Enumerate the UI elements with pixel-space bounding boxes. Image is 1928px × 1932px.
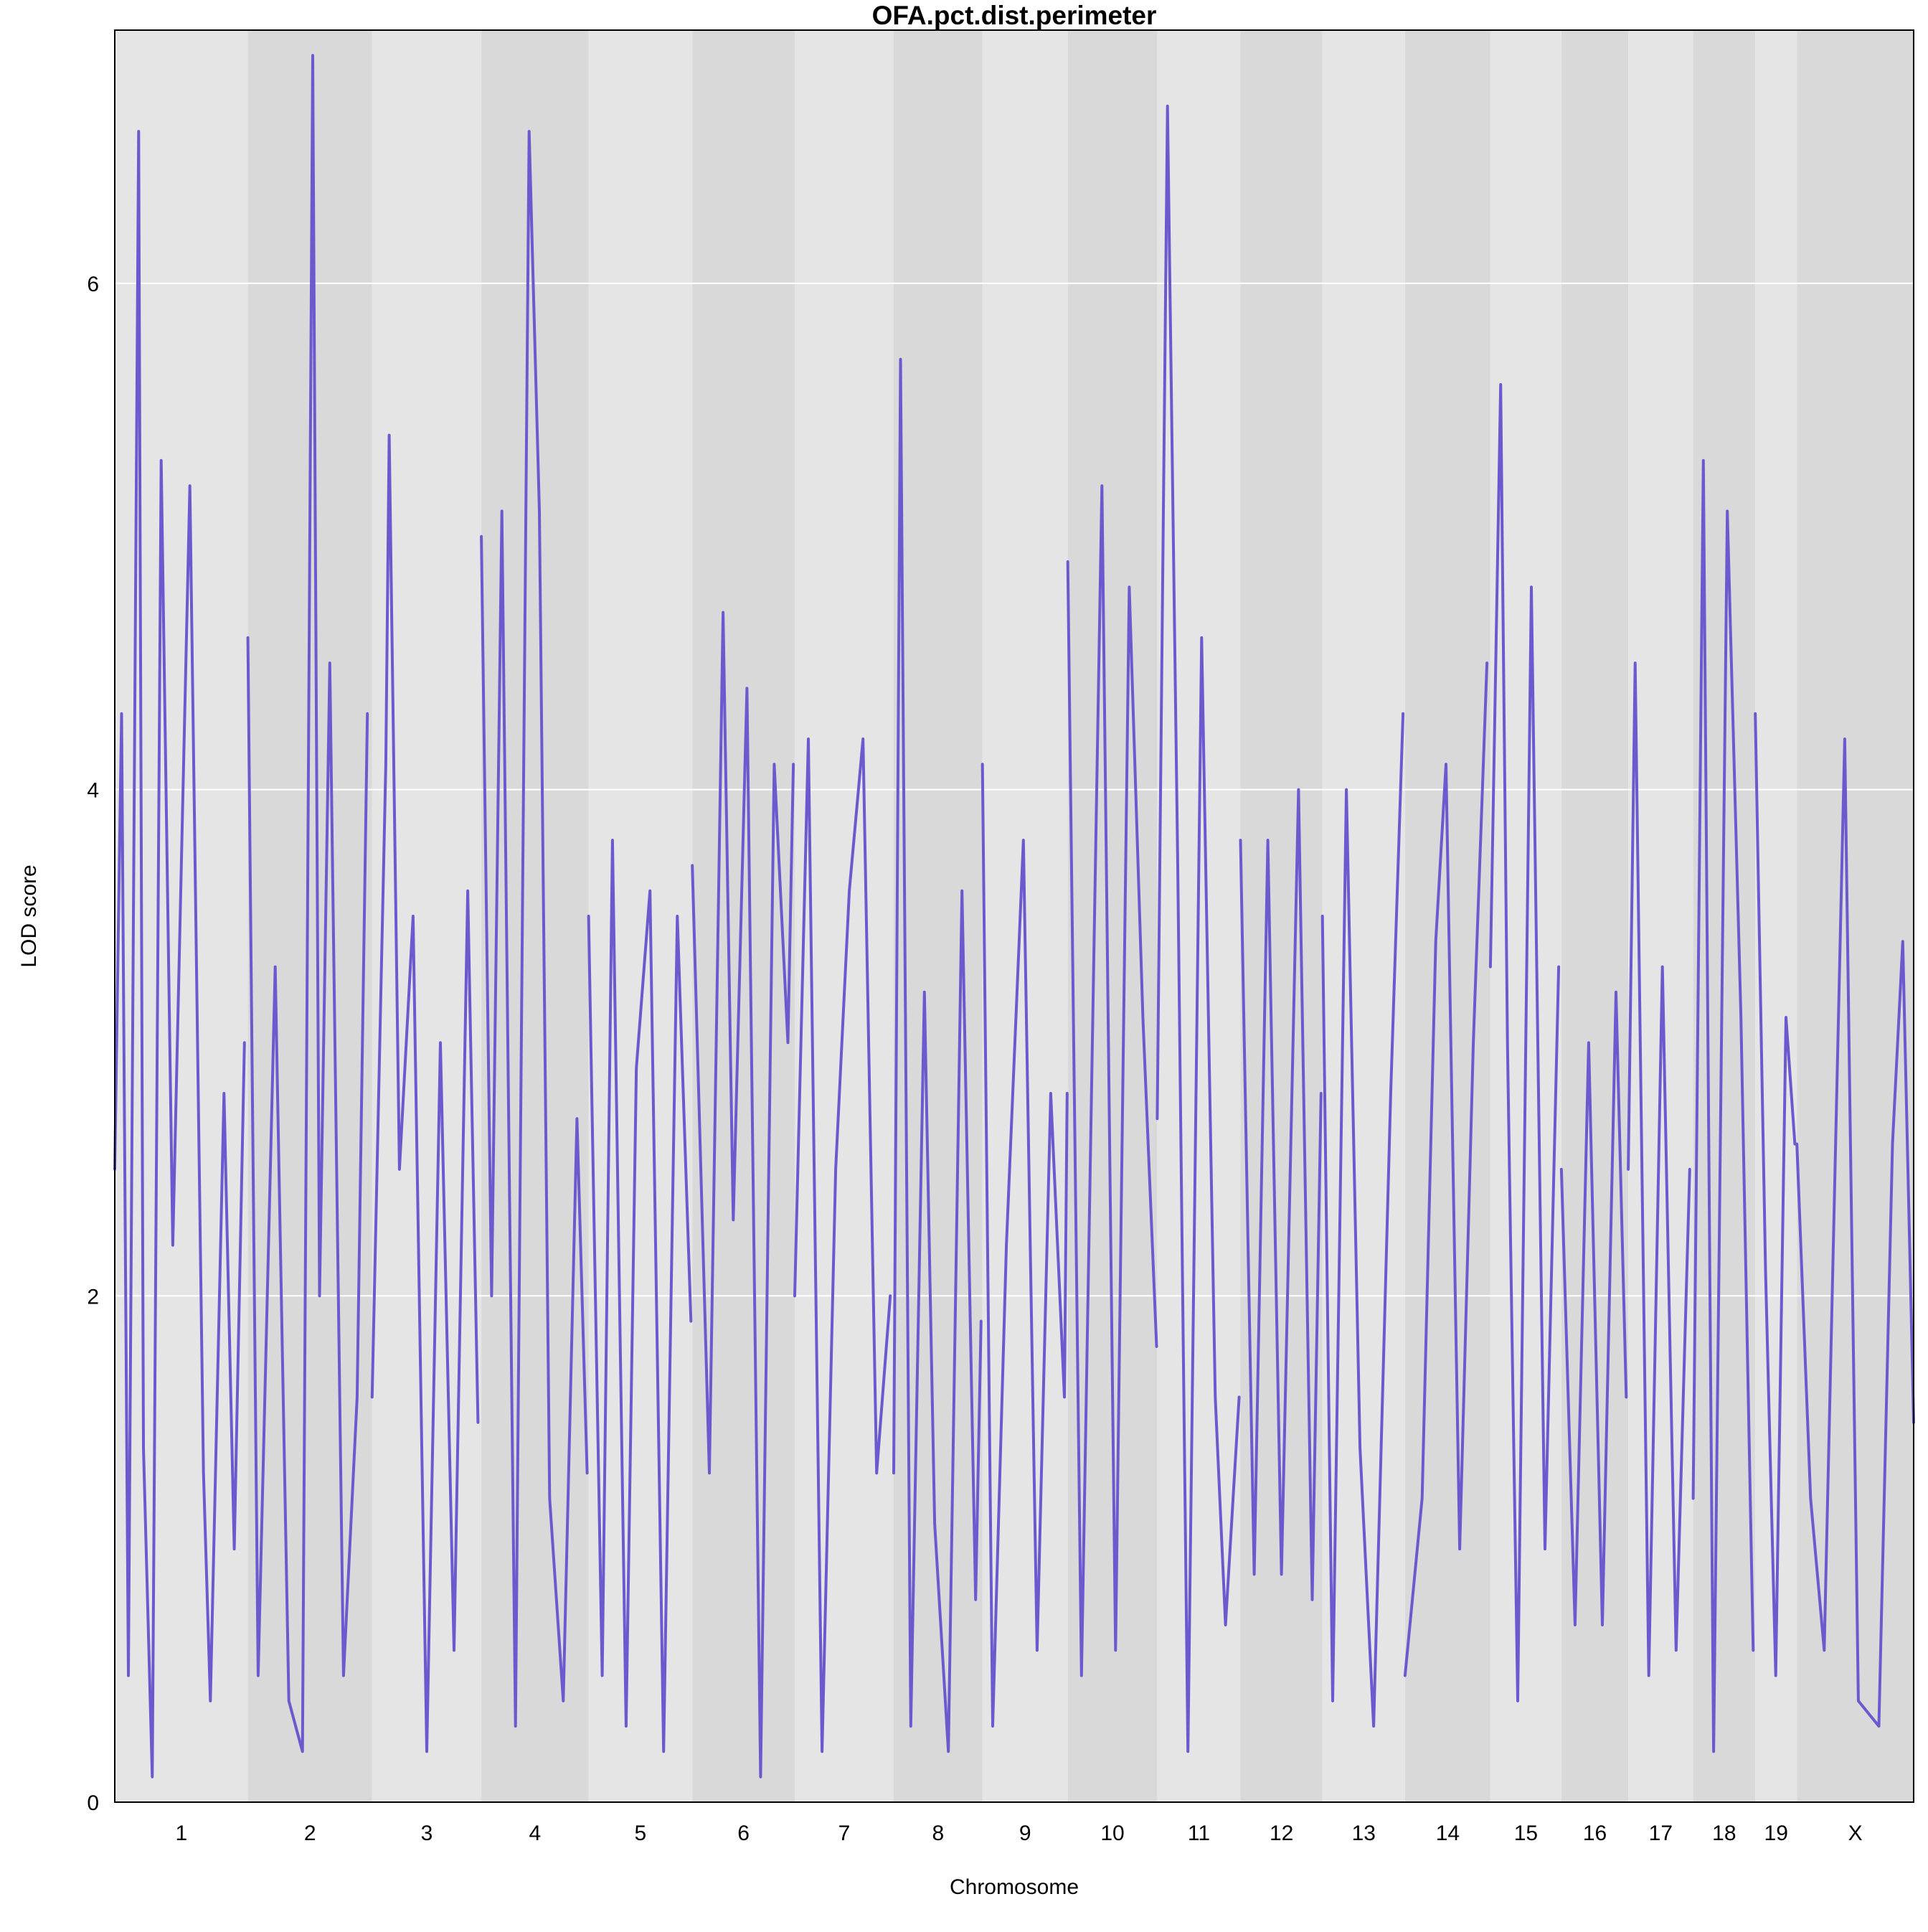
x-tick-label: 13 xyxy=(1352,1822,1376,1845)
x-axis-title: Chromosome xyxy=(950,1875,1079,1899)
lod-curve-chr-10 xyxy=(1066,484,1158,1677)
x-tick-label: 9 xyxy=(1019,1822,1031,1845)
lod-curve-chr-7 xyxy=(793,738,892,1753)
x-tick-label: 7 xyxy=(838,1822,851,1845)
lod-curve-chr-18 xyxy=(1691,458,1755,1753)
lod-curve-chr-1 xyxy=(113,130,246,1778)
x-tick-label: 10 xyxy=(1100,1822,1124,1845)
lod-curve-chr-16 xyxy=(1559,990,1628,1626)
y-tick-label: 6 xyxy=(87,273,99,296)
gridlines xyxy=(115,282,1914,1297)
lod-curve-chr-13 xyxy=(1320,712,1405,1728)
lod-curve-chr-4 xyxy=(480,130,589,1728)
lod-curve-chr-2 xyxy=(246,54,369,1753)
y-tick-label: 2 xyxy=(87,1285,99,1309)
x-tick-label: 19 xyxy=(1764,1822,1788,1845)
chromosome-band xyxy=(894,30,983,1802)
x-tick-label: 18 xyxy=(1712,1822,1736,1845)
x-tick-label: 14 xyxy=(1436,1822,1460,1845)
y-tick-label: 4 xyxy=(87,779,99,803)
lod-curve-chr-19 xyxy=(1754,712,1797,1677)
lod-curve-chr-14 xyxy=(1403,661,1489,1677)
x-tick-label: 11 xyxy=(1188,1822,1210,1845)
chromosome-bands xyxy=(115,30,1914,1802)
y-tick-label: 0 xyxy=(87,1791,99,1815)
x-tick-label: 1 xyxy=(175,1822,187,1845)
x-tick-label: 3 xyxy=(421,1822,433,1845)
lod-curve-chr-15 xyxy=(1488,383,1561,1702)
chromosome-band xyxy=(1755,30,1797,1802)
chromosome-band xyxy=(588,30,693,1802)
lod-curve-chr-3 xyxy=(370,433,480,1753)
x-tick-label: X xyxy=(1848,1822,1863,1845)
y-axis-title: LOD score xyxy=(17,864,41,967)
chromosome-band xyxy=(372,30,482,1802)
lod-curve-chr-17 xyxy=(1627,661,1691,1677)
x-tick-label: 16 xyxy=(1583,1822,1607,1845)
lod-curve-chr-9 xyxy=(980,763,1069,1728)
x-tick-label: 6 xyxy=(737,1822,750,1845)
chromosome-band xyxy=(692,30,795,1802)
x-tick-label: 17 xyxy=(1649,1822,1673,1845)
chromosome-band xyxy=(1067,30,1158,1802)
x-tick-label: 8 xyxy=(932,1822,945,1845)
y-axis: 0 2 4 6 xyxy=(87,273,99,1815)
lod-curve-chr-12 xyxy=(1239,788,1323,1601)
lod-curve-chr-8 xyxy=(892,357,983,1753)
chart-title: OFA.pct.dist.perimeter xyxy=(872,1,1157,30)
plot-frame xyxy=(114,29,1914,1803)
lod-curve-chr-11 xyxy=(1156,104,1241,1753)
x-tick-label: 5 xyxy=(635,1822,647,1845)
x-tick-label: 15 xyxy=(1514,1822,1538,1845)
lod-curve-chr-6 xyxy=(691,611,795,1778)
x-tick-label: 2 xyxy=(304,1822,316,1845)
chromosome-band xyxy=(1490,30,1561,1802)
x-tick-label: 12 xyxy=(1270,1822,1293,1845)
x-tick-label: 4 xyxy=(529,1822,541,1845)
lod-curve-layer xyxy=(113,54,1915,1778)
lod-curve-chr-X xyxy=(1795,738,1915,1728)
x-axis: 1 2 3 4 5 6 7 8 9 10 11 12 13 14 15 16 17 18 19 X xyxy=(175,1822,1862,1845)
lod-curve-chr-5 xyxy=(587,839,693,1753)
